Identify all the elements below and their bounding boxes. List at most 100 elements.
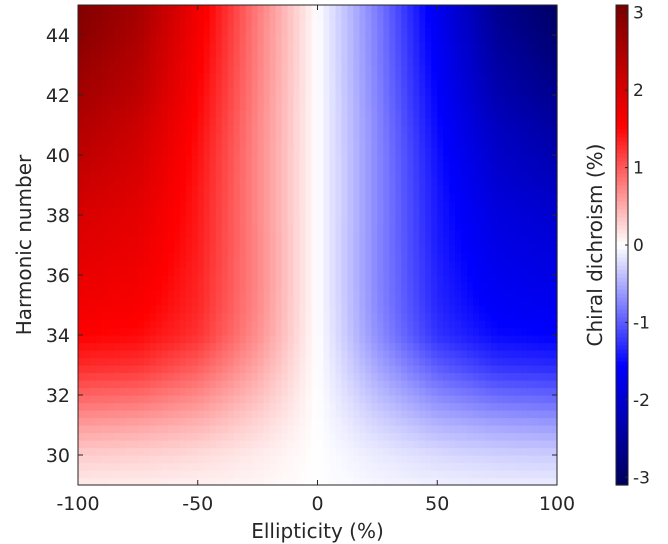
heatmap-cell <box>299 447 307 456</box>
heatmap-cell <box>275 455 283 464</box>
heatmap-cell <box>431 410 438 419</box>
heatmap-cell <box>377 470 384 479</box>
heatmap-cell <box>245 380 253 389</box>
heatmap-cell <box>401 335 408 344</box>
heatmap-cell <box>161 335 169 344</box>
heatmap-cell <box>227 372 235 381</box>
heatmap-cell <box>239 162 247 171</box>
heatmap-cell <box>209 110 217 119</box>
heatmap-cell <box>497 365 504 374</box>
heatmap-cell <box>509 372 516 381</box>
heatmap-cell <box>389 297 396 306</box>
heatmap-cell <box>269 170 277 179</box>
heatmap-cell <box>347 20 355 29</box>
heatmap-cell <box>473 357 480 366</box>
heatmap-cell <box>239 312 247 321</box>
heatmap-cell <box>161 35 169 44</box>
heatmap-cell <box>167 117 175 126</box>
heatmap-cell <box>473 102 480 111</box>
heatmap-cell <box>551 237 558 246</box>
heatmap-cell <box>527 357 534 366</box>
heatmap-cell <box>431 170 438 179</box>
heatmap-cell <box>491 110 498 119</box>
heatmap-cell <box>281 282 289 291</box>
heatmap-cell <box>437 140 444 149</box>
heatmap-cell <box>551 35 558 44</box>
heatmap-cell <box>209 35 217 44</box>
heatmap-cell <box>359 207 366 216</box>
heatmap-cell <box>95 282 103 291</box>
heatmap-cell <box>389 27 396 36</box>
heatmap-cell <box>431 162 438 171</box>
heatmap-cell <box>353 125 361 134</box>
heatmap-cell <box>389 185 396 194</box>
heatmap-cell <box>227 477 235 486</box>
heatmap-cell <box>479 447 486 456</box>
heatmap-cell <box>479 440 486 449</box>
heatmap-cell <box>449 372 456 381</box>
heatmap-cell <box>209 12 217 21</box>
heatmap-cell <box>551 380 558 389</box>
heatmap-cell <box>317 260 325 269</box>
heatmap-cell <box>209 42 217 51</box>
heatmap-cell <box>293 155 301 164</box>
heatmap-cell <box>269 185 277 194</box>
heatmap-cell <box>317 282 325 291</box>
heatmap-cell <box>209 327 217 336</box>
heatmap-cell <box>335 327 343 336</box>
heatmap-cell <box>299 470 307 479</box>
heatmap-cell <box>203 95 211 104</box>
heatmap-cell <box>167 162 175 171</box>
heatmap-cell <box>293 132 301 141</box>
heatmap-cell <box>329 117 337 126</box>
heatmap-cell <box>119 125 127 134</box>
heatmap-cell <box>329 95 337 104</box>
heatmap-cell <box>395 477 402 486</box>
heatmap-cell <box>179 20 187 29</box>
heatmap-cell <box>305 102 313 111</box>
heatmap-cell <box>173 162 181 171</box>
heatmap-cell <box>251 57 259 66</box>
heatmap-cell <box>503 207 510 216</box>
heatmap-cell <box>317 395 325 404</box>
heatmap-cell <box>317 185 325 194</box>
heatmap-cell <box>209 267 217 276</box>
heatmap-cell <box>383 50 390 59</box>
heatmap-cell <box>95 260 103 269</box>
heatmap-cell <box>233 320 241 329</box>
heatmap-cell <box>353 417 361 426</box>
heatmap-cell <box>383 117 390 126</box>
heatmap-cell <box>419 252 426 261</box>
heatmap-cell <box>227 440 235 449</box>
heatmap-cell <box>149 57 157 66</box>
heatmap-cell <box>473 402 480 411</box>
heatmap-cell <box>347 320 355 329</box>
heatmap-cell <box>293 297 301 306</box>
heatmap-cell <box>311 102 319 111</box>
heatmap-cell <box>491 252 498 261</box>
heatmap-cell <box>203 245 211 254</box>
heatmap-cell <box>275 252 283 261</box>
heatmap-cell <box>209 170 217 179</box>
heatmap-cell <box>185 357 193 366</box>
heatmap-cell <box>365 102 372 111</box>
heatmap-cell <box>197 357 205 366</box>
heatmap-cell <box>353 462 361 471</box>
heatmap-cell <box>239 447 247 456</box>
heatmap-cell <box>521 365 528 374</box>
heatmap-cell <box>311 402 319 411</box>
heatmap-cell <box>497 260 504 269</box>
heatmap-cell <box>461 200 468 209</box>
heatmap-cell <box>95 462 103 471</box>
heatmap-cell <box>78 87 85 96</box>
heatmap-cell <box>173 177 181 186</box>
heatmap-cell <box>269 27 277 36</box>
heatmap-cell <box>341 470 349 479</box>
heatmap-cell <box>521 402 528 411</box>
heatmap-cell <box>263 312 271 321</box>
heatmap-cell <box>497 95 504 104</box>
heatmap-cell <box>95 335 103 344</box>
heatmap-cell <box>479 260 486 269</box>
heatmap-cell <box>95 162 103 171</box>
heatmap-cell <box>491 72 498 81</box>
